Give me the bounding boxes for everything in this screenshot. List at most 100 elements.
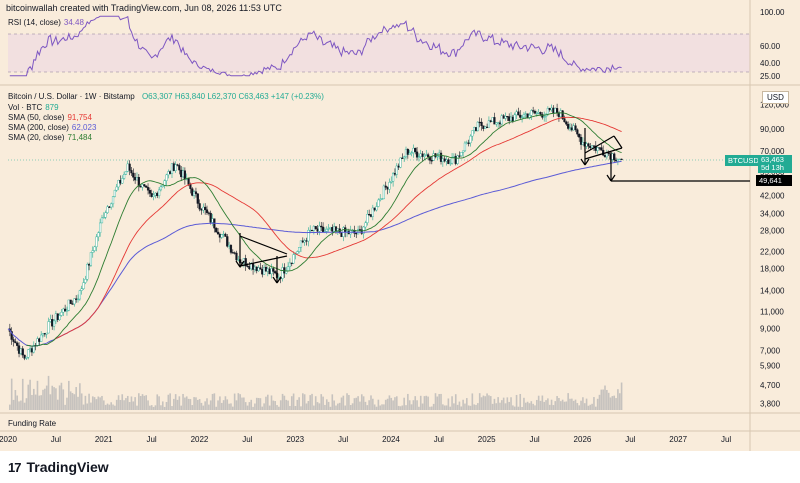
volume-bar — [320, 394, 323, 410]
volume-bar — [432, 403, 435, 410]
volume-bar — [270, 395, 273, 410]
sma50-value: 91,754 — [67, 113, 92, 122]
candle-body — [119, 179, 122, 184]
bear-flag-2022 — [235, 233, 288, 284]
sma20-legend[interactable]: SMA (20, close) 71,484 — [8, 133, 92, 142]
candle-body — [554, 108, 557, 113]
volume-bar — [206, 398, 208, 410]
candle-body — [288, 262, 292, 268]
rsi-tick-label: 25.00 — [760, 72, 781, 81]
volume-bar — [423, 396, 426, 410]
volume-bar — [556, 396, 558, 410]
candle-body — [417, 156, 421, 158]
volume-bar — [436, 396, 439, 410]
volume-bar — [21, 378, 24, 410]
sma200-legend[interactable]: SMA (200, close) 62,023 — [8, 123, 96, 132]
volume-bar — [126, 395, 129, 410]
rsi-axis[interactable]: 100.00 60.00 40.00 25.00 — [760, 8, 785, 81]
candle-body — [263, 266, 266, 275]
volume-bar — [322, 396, 324, 410]
volume-bar — [318, 403, 321, 410]
candle-body — [191, 188, 194, 196]
tradingview-logo[interactable]: 17 TradingView — [8, 459, 109, 475]
volume-bar — [545, 400, 547, 410]
candle-body — [443, 158, 446, 162]
volume-bar — [419, 395, 422, 410]
candle-body — [414, 147, 417, 153]
price-tick-label: 14,000 — [760, 286, 785, 295]
candle-body — [169, 171, 172, 174]
candle-body — [555, 108, 559, 113]
candle-body — [399, 157, 402, 168]
volume-bar — [593, 397, 595, 410]
candle-body — [110, 203, 113, 208]
candle-body — [29, 348, 32, 350]
time-axis[interactable]: 2020 Jul 2021 Jul 2022 Jul 2023 Jul 2024 Jul 2025 J… — [0, 435, 731, 444]
header-credit: bitcoinwallah created with TradingView.c… — [6, 3, 282, 13]
candle-body — [56, 313, 59, 320]
volume-bar — [169, 393, 171, 410]
volume-bar — [325, 399, 328, 410]
volume-bar — [495, 403, 498, 410]
price-tick-label: 11,000 — [760, 307, 784, 316]
volume-bar — [475, 404, 477, 410]
volume-bar — [38, 395, 41, 410]
volume-bar — [49, 394, 52, 410]
price-axis[interactable]: 120,00090,00070,00055,00042,00034,00028,… — [760, 100, 789, 408]
candle-body — [603, 154, 607, 158]
volume-bar — [482, 395, 485, 410]
volume-bar — [123, 400, 125, 410]
volume-bar — [91, 396, 94, 410]
tradingview-mark-icon: 17 — [8, 459, 22, 475]
candle-body — [559, 110, 562, 117]
symbol-legend[interactable]: Bitcoin / U.S. Dollar · 1W · Bitstamp O6… — [8, 92, 324, 101]
candle-body — [373, 207, 376, 211]
candle-body — [47, 321, 50, 334]
candle-body — [377, 199, 380, 207]
volume-bar — [224, 396, 227, 410]
candle-body — [379, 198, 382, 201]
vol-legend[interactable]: Vol · BTC 879 — [8, 103, 59, 112]
candle-body — [111, 196, 115, 205]
candle-body — [157, 189, 161, 197]
candle-body — [327, 228, 330, 230]
sma200-label: SMA (200, close) — [8, 123, 69, 132]
ohlc-values: O63,307 H63,840 L62,370 C63,463 +147 (+0… — [141, 92, 324, 101]
candle-body — [62, 308, 65, 313]
time-tick-label: Jul — [338, 435, 348, 444]
volume-bar — [618, 393, 621, 410]
candle-body — [406, 148, 409, 155]
candle-body — [598, 147, 601, 149]
candle-body — [469, 135, 472, 144]
volume-bar — [66, 397, 68, 410]
volume-bar — [252, 406, 254, 410]
volume-bar — [112, 404, 114, 410]
candle-body — [568, 127, 572, 129]
volume-bar — [187, 398, 190, 410]
volume-bar — [473, 404, 475, 410]
candle-body — [574, 125, 577, 130]
volume-bar — [287, 400, 289, 410]
volume-bar — [154, 405, 157, 410]
candle-body — [613, 153, 616, 161]
funding-rate-label[interactable]: Funding Rate — [8, 419, 57, 428]
candle-body — [14, 341, 17, 344]
sma50-legend[interactable]: SMA (50, close) 91,754 — [8, 113, 92, 122]
volume-bar — [524, 402, 527, 410]
currency-button[interactable]: USD — [762, 91, 789, 104]
volume-bar — [97, 396, 100, 410]
volume-bar — [196, 399, 199, 410]
volume-bar — [477, 403, 479, 410]
rsi-legend[interactable]: RSI (14, close) 34.48 — [8, 18, 84, 27]
candle-body — [224, 233, 227, 237]
volume-bar — [456, 404, 459, 410]
volume-bar — [534, 405, 536, 410]
candle-body — [172, 163, 175, 171]
candle-body — [476, 121, 479, 131]
candle-body — [87, 264, 91, 266]
volume-bar — [294, 406, 297, 410]
candle-body — [334, 226, 338, 231]
volume-bar — [132, 401, 135, 410]
candle-body — [460, 152, 463, 156]
sma20-label: SMA (20, close) — [8, 133, 65, 142]
